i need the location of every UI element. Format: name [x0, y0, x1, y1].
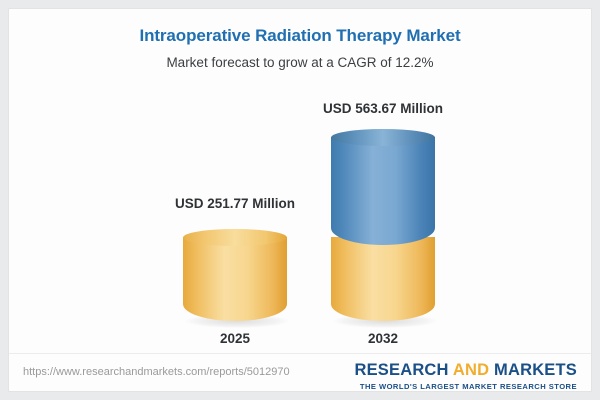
category-label-2032: 2032 — [367, 331, 399, 346]
logo-wordmark: RESEARCH AND MARKETS — [354, 361, 577, 380]
bar-2025-base-segment[interactable] — [183, 229, 287, 321]
bar-group-2032: USD 563.67 Million 2032 — [303, 89, 463, 354]
logo-word-research: RESEARCH — [354, 361, 449, 379]
bar-2032-growth-segment[interactable] — [331, 129, 435, 245]
bar-2032-base-body — [331, 237, 435, 321]
research-and-markets-logo[interactable]: RESEARCH AND MARKETS THE WORLD'S LARGEST… — [354, 361, 577, 391]
footer-divider — [9, 353, 591, 354]
report-url[interactable]: https://www.researchandmarkets.com/repor… — [23, 366, 290, 378]
logo-tagline: THE WORLD'S LARGEST MARKET RESEARCH STOR… — [359, 382, 577, 391]
bar-2032-growth-body — [331, 137, 435, 245]
chart-subtitle: Market forecast to grow at a CAGR of 12.… — [166, 55, 434, 70]
bar-value-label-2025: USD 251.77 Million — [174, 196, 296, 211]
plot-area: USD 251.77 Million 2025 USD 563.67 Milli… — [9, 89, 591, 354]
logo-word-markets: MARKETS — [494, 361, 577, 379]
bar-2032-top-cap — [331, 129, 435, 146]
bar-2032-base-segment[interactable] — [331, 237, 435, 321]
chart-title: Intraoperative Radiation Therapy Market — [139, 26, 461, 45]
category-label-2025: 2025 — [219, 331, 251, 346]
bar-group-2025: USD 251.77 Million 2025 — [155, 89, 315, 354]
bar-value-label-2032: USD 563.67 Million — [322, 101, 444, 116]
chart-card: Intraoperative Radiation Therapy Market … — [8, 8, 592, 392]
bar-2025-top-cap — [183, 229, 287, 246]
logo-word-and: AND — [452, 361, 490, 379]
bar-2025-body — [183, 237, 287, 321]
